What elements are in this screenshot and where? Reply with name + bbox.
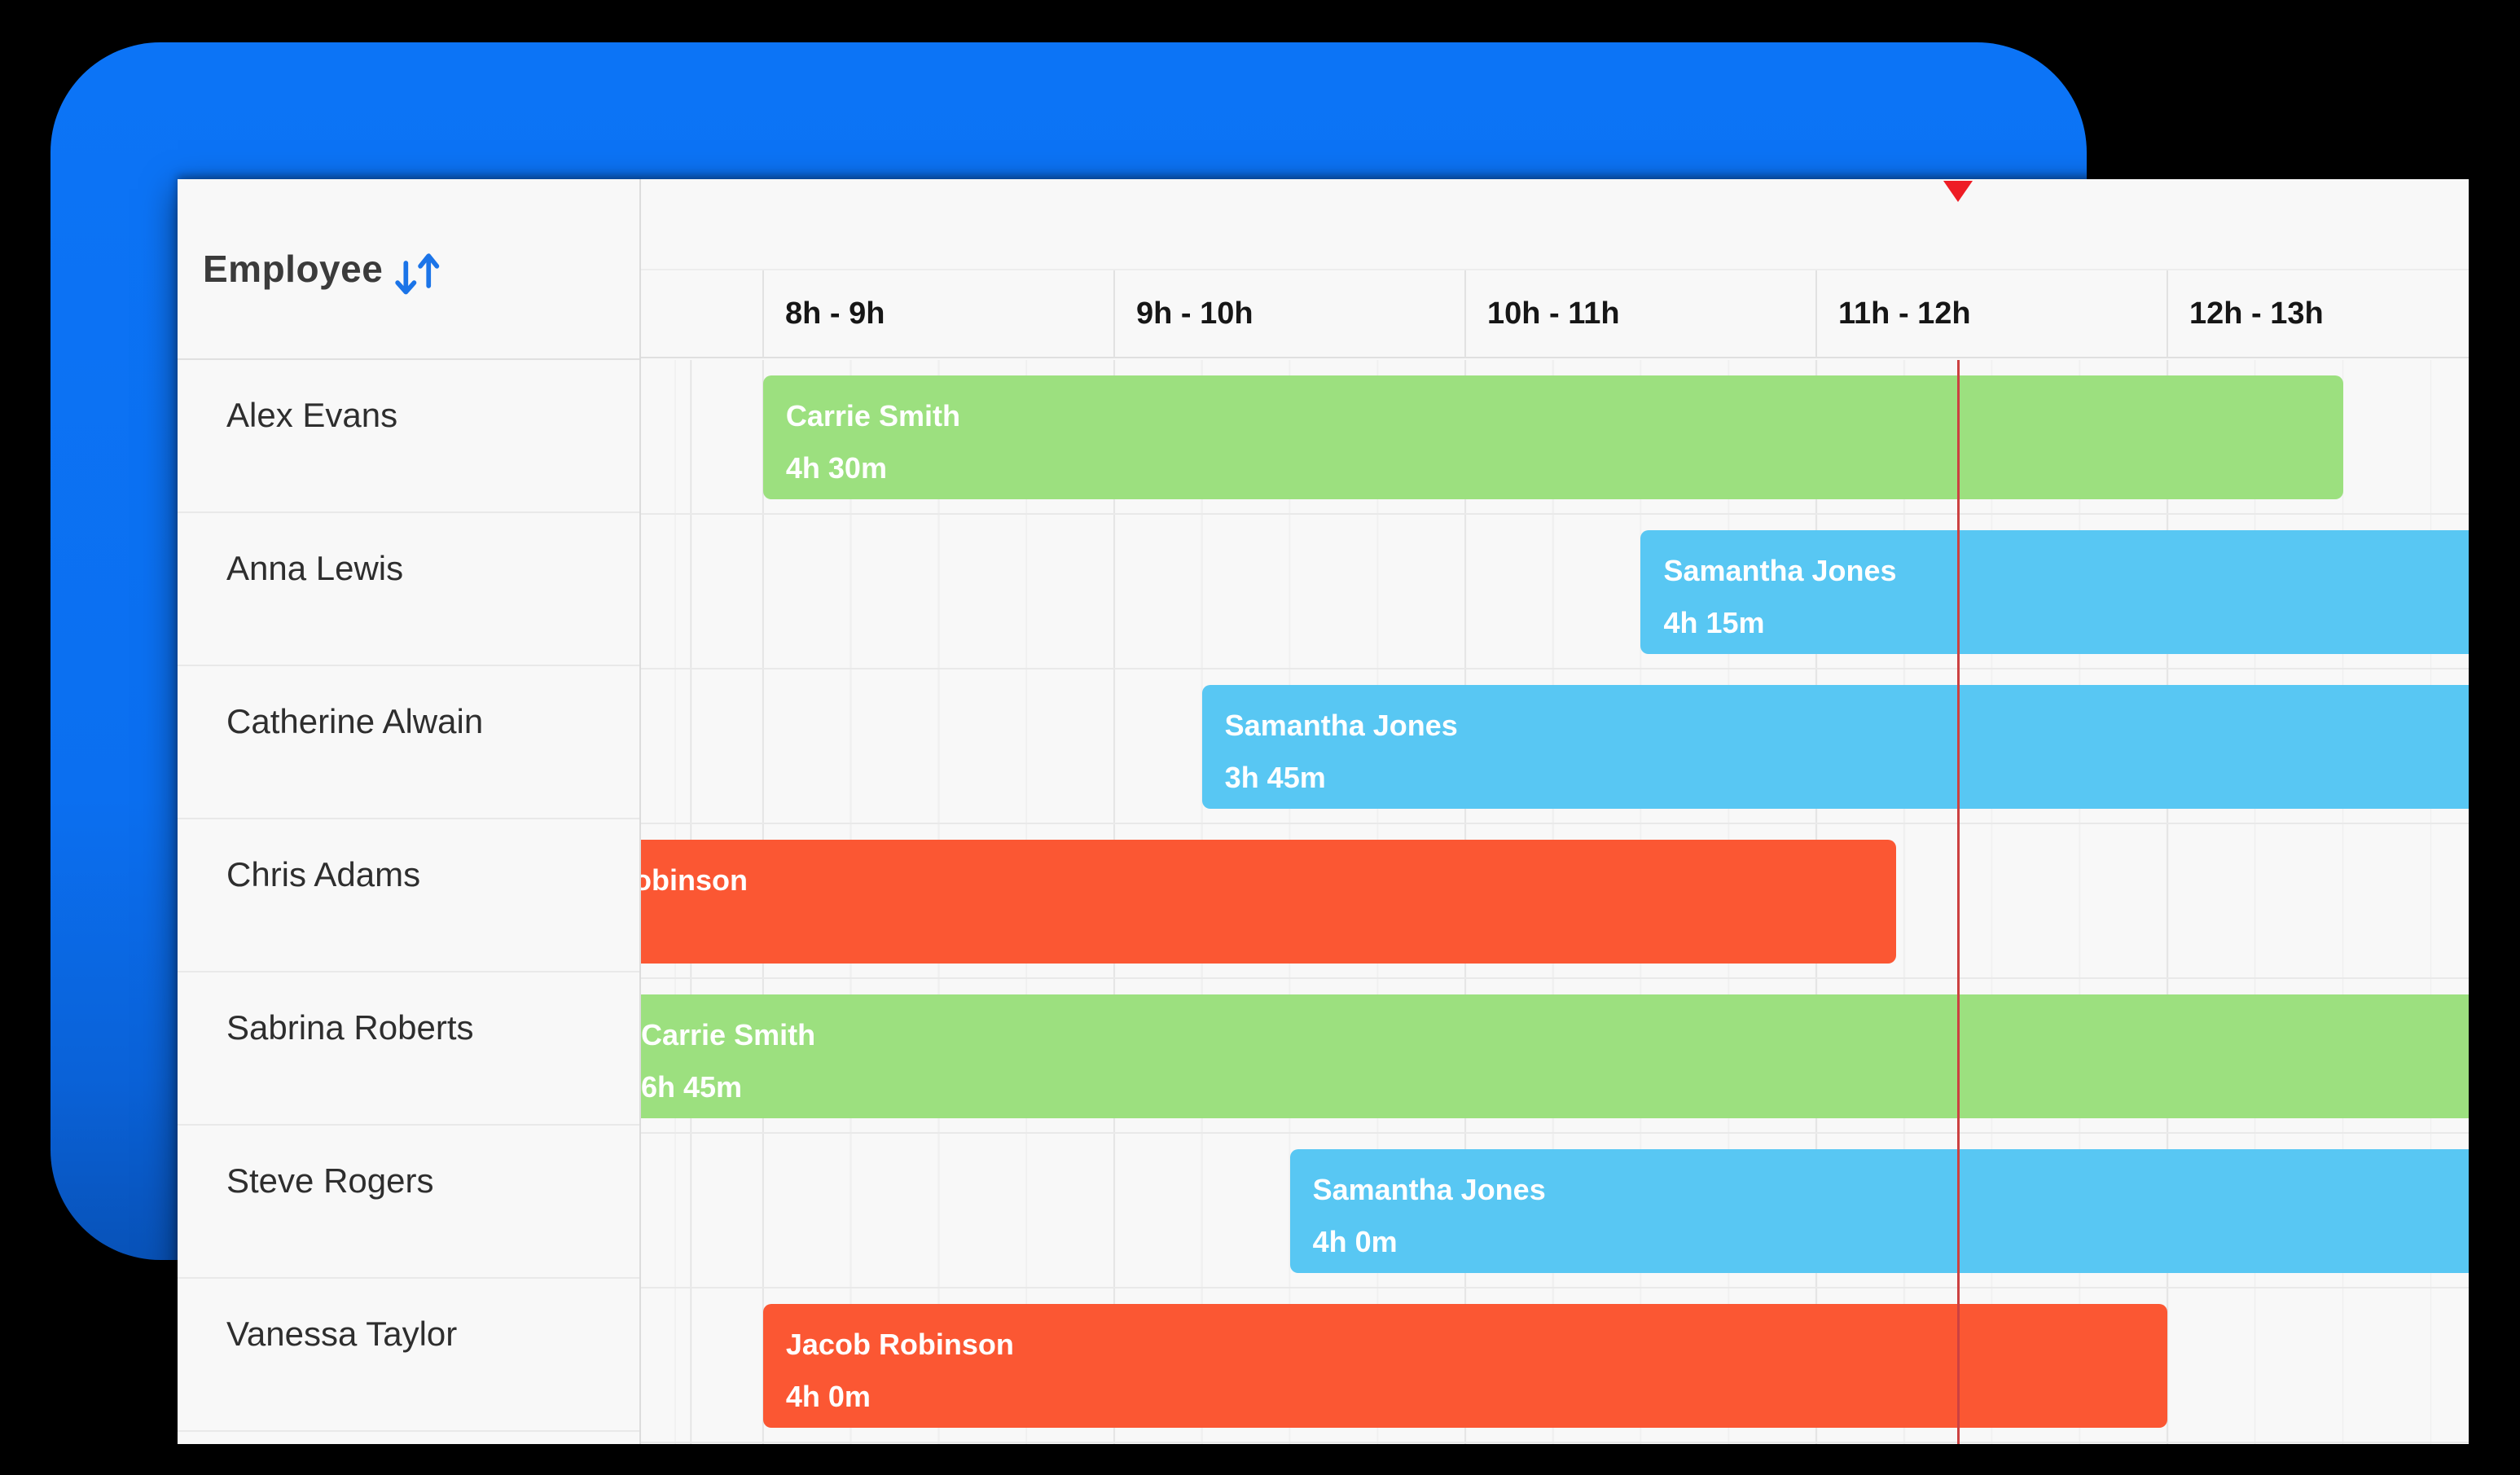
schedule-row: Samantha Jones 4h 15m xyxy=(641,515,2469,669)
shift-bar-label: Carrie Smith 4h 30m xyxy=(763,375,2343,483)
employee-name: Alex Evans xyxy=(178,360,639,513)
shift-assignee: Jacob Robinson xyxy=(641,863,749,897)
hour-slot-label: 10h - 11h xyxy=(1464,270,1815,357)
shift-assignee: Carrie Smith xyxy=(785,399,960,432)
sort-arrows-icon[interactable] xyxy=(389,245,443,304)
schedule-row: Carrie Smith 4h 30m xyxy=(641,360,2469,515)
shift-duration: 4h 0m xyxy=(1312,1225,1398,1258)
employee-name: Vanessa Taylor xyxy=(178,1279,639,1432)
shift-bar[interactable]: Jacob Robinson xyxy=(641,840,1896,964)
employee-panel: Employee Alex Evans Anna Lewis Catherine… xyxy=(178,179,641,1444)
hour-slot-label: 8h - 9h xyxy=(762,270,1113,357)
current-time-marker-icon xyxy=(1943,181,1973,202)
shift-duration: 4h 30m xyxy=(785,451,887,485)
employee-name: Steve Rogers xyxy=(178,1126,639,1279)
current-time-line xyxy=(1957,360,1960,1444)
employee-column-title: Employee xyxy=(203,248,384,290)
shift-bar[interactable]: Carrie Smith 4h 30m xyxy=(762,375,2343,499)
shift-assignee: Samantha Jones xyxy=(1312,1173,1546,1206)
timeline-grid: Carrie Smith 4h 30m Samantha Jones 4h 15… xyxy=(641,360,2469,1444)
hour-slot-label: 11h - 12h xyxy=(1815,270,2167,357)
shift-bar[interactable]: Samantha Jones 3h 45m xyxy=(1201,685,2469,809)
shift-bar-label: Samantha Jones 4h 15m xyxy=(1640,530,2469,638)
employee-name: Catherine Alwain xyxy=(178,666,639,819)
shift-assignee: Jacob Robinson xyxy=(785,1328,1014,1361)
schedule-card: Employee Alex Evans Anna Lewis Catherine… xyxy=(178,179,2469,1444)
schedule-row: Samantha Jones 3h 45m xyxy=(641,669,2469,824)
shift-bar-label: Carrie Smith 6h 45m xyxy=(641,994,2469,1102)
hour-slot-label: 12h - 13h xyxy=(2167,270,2469,357)
shift-assignee: Samantha Jones xyxy=(1663,554,1897,587)
shift-duration: 3h 45m xyxy=(1224,761,1326,794)
hour-slot-label: 9h - 10h xyxy=(1113,270,1464,357)
shift-duration: 4h 15m xyxy=(1663,606,1765,639)
shift-bar-label: Jacob Robinson 4h 0m xyxy=(763,1304,2167,1411)
shift-bar-label: Jacob Robinson xyxy=(641,840,1896,918)
timeline-hour-header: 8h - 9h 9h - 10h 10h - 11h 11h - 12h 12h… xyxy=(641,269,2469,358)
schedule-row: Jacob Robinson 4h 0m xyxy=(641,1288,2469,1443)
shift-bar[interactable]: Samantha Jones 4h 15m xyxy=(1640,530,2469,654)
shift-duration: 4h 0m xyxy=(785,1380,871,1413)
shift-duration: 6h 45m xyxy=(641,1070,743,1104)
employee-column-header[interactable]: Employee xyxy=(178,179,639,360)
schedule-row: Samantha Jones 4h 0m xyxy=(641,1134,2469,1288)
employee-name: Sabrina Roberts xyxy=(178,972,639,1126)
shift-bar[interactable]: Samantha Jones 4h 0m xyxy=(1289,1149,2469,1273)
timeline-pane: 8h - 9h 9h - 10h 10h - 11h 11h - 12h 12h… xyxy=(641,179,2469,1444)
employee-name: Chris Adams xyxy=(178,819,639,972)
schedule-row: Carrie Smith 6h 45m xyxy=(641,979,2469,1134)
shift-bar-label: Samantha Jones 3h 45m xyxy=(1202,685,2469,792)
employee-name: Anna Lewis xyxy=(178,513,639,666)
shift-assignee: Carrie Smith xyxy=(641,1018,816,1051)
shift-bar-label: Samantha Jones 4h 0m xyxy=(1290,1149,2469,1257)
shift-bar[interactable]: Carrie Smith 6h 45m xyxy=(641,994,2469,1118)
shift-assignee: Samantha Jones xyxy=(1224,709,1458,742)
schedule-row: Jacob Robinson xyxy=(641,824,2469,979)
shift-bar[interactable]: Jacob Robinson 4h 0m xyxy=(762,1304,2167,1428)
